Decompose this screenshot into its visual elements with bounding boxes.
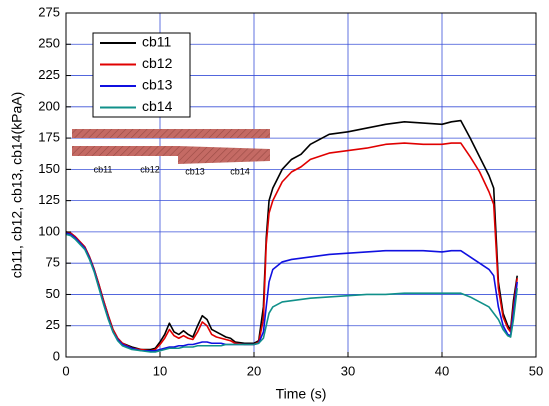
y-tick-label: 150 bbox=[38, 161, 60, 176]
legend-label: cb12 bbox=[142, 55, 173, 71]
x-tick-label: 0 bbox=[62, 363, 69, 378]
inset-label: cb11 bbox=[94, 164, 113, 174]
legend-label: cb14 bbox=[142, 98, 173, 114]
inset-bar bbox=[72, 146, 178, 156]
lines bbox=[65, 119, 518, 353]
inset-bar bbox=[178, 146, 270, 164]
legend-label: cb11 bbox=[142, 34, 172, 50]
inset-label: cb14 bbox=[230, 166, 250, 176]
inset-diagram: cb11 cb12 cb13 cb14 bbox=[72, 129, 270, 176]
x-tick-label: 50 bbox=[529, 363, 543, 378]
x-tick-label: 10 bbox=[153, 363, 167, 378]
y-tick-label: 200 bbox=[38, 98, 60, 113]
inset-label: cb13 bbox=[185, 166, 205, 176]
series-line bbox=[65, 233, 518, 353]
y-tick-label: 100 bbox=[38, 223, 60, 238]
y-tick-label: 50 bbox=[46, 286, 60, 301]
series-line bbox=[65, 232, 518, 352]
series-line bbox=[65, 142, 518, 352]
y-tick-label: 125 bbox=[38, 192, 60, 207]
y-axis-title: cb11, cb12, cb13, cb14(kPaA) bbox=[9, 92, 25, 279]
x-axis-title: Time (s) bbox=[276, 386, 327, 402]
y-tick-label: 225 bbox=[38, 67, 60, 82]
x-tick-label: 20 bbox=[247, 363, 261, 378]
plot-frame bbox=[65, 12, 537, 358]
y-tick-label: 250 bbox=[38, 36, 60, 51]
inset-bar bbox=[72, 129, 270, 138]
legend-label: cb13 bbox=[142, 77, 173, 93]
x-tick-label: 30 bbox=[341, 363, 355, 378]
legend-box bbox=[92, 32, 191, 118]
y-tick-label: 0 bbox=[53, 348, 60, 363]
legend: cb11 cb12 cb13 cb14 bbox=[92, 32, 191, 118]
inset-label: cb12 bbox=[140, 164, 160, 174]
x-tick-label: 40 bbox=[435, 363, 449, 378]
y-tick-label: 175 bbox=[38, 130, 60, 145]
y-tick-label: 25 bbox=[46, 317, 60, 332]
y-tick-label: 275 bbox=[38, 4, 60, 19]
y-tick-label: 75 bbox=[46, 255, 60, 270]
